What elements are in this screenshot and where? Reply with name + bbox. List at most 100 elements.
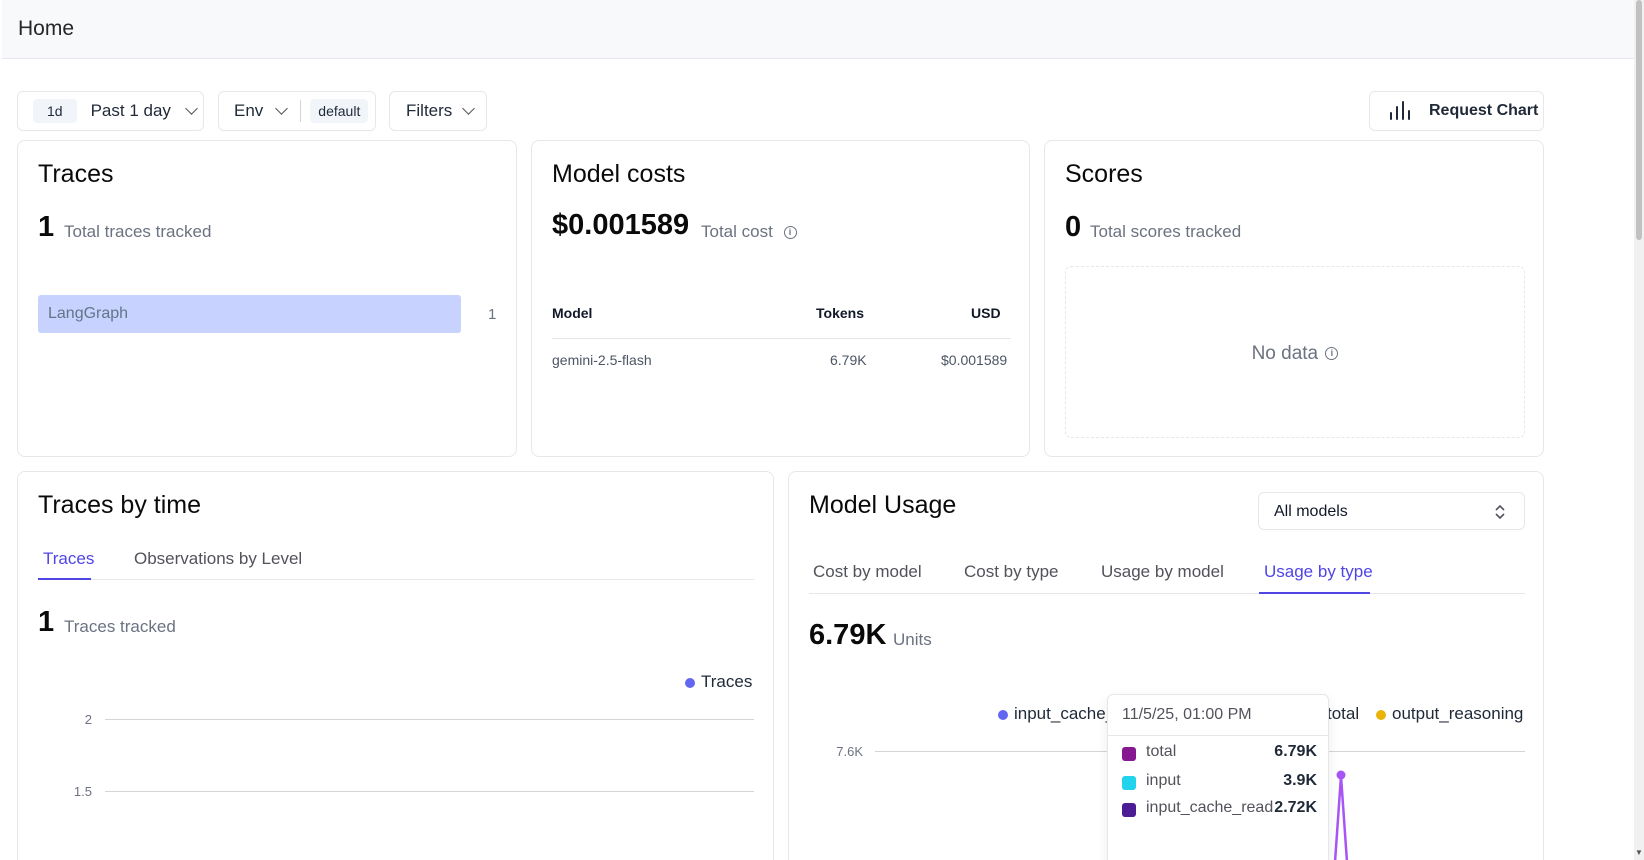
legend-item-total[interactable]: total bbox=[1327, 704, 1359, 724]
filters-button[interactable]: Filters bbox=[389, 91, 487, 131]
legend-label: Traces bbox=[701, 672, 753, 691]
scroll-down-arrow-icon[interactable]: ▼ bbox=[1635, 848, 1643, 857]
request-chart-button[interactable]: Request Chart bbox=[1369, 91, 1544, 131]
column-header-usd[interactable]: USD bbox=[971, 305, 1001, 321]
card-title: Traces bbox=[38, 160, 114, 188]
column-header-tokens[interactable]: Tokens bbox=[816, 305, 864, 321]
gridline bbox=[105, 719, 754, 720]
legend-label: total bbox=[1327, 704, 1360, 723]
chevron-up-down-icon bbox=[1495, 504, 1505, 520]
no-data-label: No data bbox=[1251, 343, 1319, 364]
tooltip-label: input_cache_read bbox=[1146, 799, 1274, 816]
tooltip-value: 6.79K bbox=[1274, 743, 1317, 760]
empty-state: No data i bbox=[1065, 266, 1525, 438]
legend-dot bbox=[685, 677, 695, 688]
cost-total: $0.001589 bbox=[552, 209, 690, 241]
traces-total-label: Total traces tracked bbox=[64, 222, 212, 241]
y-tick-label: 7.6K bbox=[836, 744, 863, 759]
tooltip-title: 11/5/25, 01:00 PM bbox=[1122, 706, 1252, 723]
active-tab-indicator bbox=[1259, 592, 1370, 594]
page-scrollbar[interactable]: ▼ bbox=[1634, 0, 1644, 860]
tooltip-swatch bbox=[1122, 747, 1136, 761]
traces-time-total-label: Traces tracked bbox=[64, 617, 176, 636]
y-tick-label: 1.5 bbox=[73, 784, 92, 799]
empty-state-text: No data i bbox=[1066, 343, 1524, 365]
series-point bbox=[1336, 770, 1346, 780]
scrollbar-thumb[interactable] bbox=[1636, 0, 1642, 240]
tooltip-row: input 3.9K bbox=[1122, 772, 1317, 796]
tab-cost-by-type[interactable]: Cost by type bbox=[964, 562, 1059, 581]
request-chart-label: Request Chart bbox=[1429, 102, 1539, 119]
tooltip-swatch bbox=[1122, 803, 1136, 817]
legend-label: output_reasoning bbox=[1392, 704, 1524, 723]
tooltip-value: 3.9K bbox=[1283, 772, 1317, 789]
cell-tokens: 6.79K bbox=[830, 352, 867, 368]
tooltip-swatch bbox=[1122, 776, 1136, 790]
tab-usage-by-model[interactable]: Usage by model bbox=[1101, 562, 1224, 581]
model-select[interactable]: All models bbox=[1258, 492, 1525, 530]
legend-dot bbox=[998, 709, 1008, 720]
filters-label: Filters bbox=[406, 101, 453, 120]
divider bbox=[300, 100, 302, 122]
tooltip-row: input_cache_read 2.72K bbox=[1122, 799, 1317, 823]
traces-card: Traces 1 Total traces tracked LangGraph … bbox=[17, 140, 517, 457]
tab-cost-by-model[interactable]: Cost by model bbox=[813, 562, 922, 581]
usage-total-label: Units bbox=[893, 630, 932, 649]
page-title: Home bbox=[18, 17, 75, 40]
info-icon[interactable]: i bbox=[783, 226, 797, 240]
tooltip-value: 2.72K bbox=[1274, 799, 1317, 816]
table-divider bbox=[552, 338, 1011, 339]
page-header: Home bbox=[2, 0, 1638, 59]
tabs-divider bbox=[38, 579, 754, 580]
traces-total: 1 bbox=[38, 211, 55, 243]
cell-usd: $0.001589 bbox=[941, 352, 1008, 368]
tooltip-divider bbox=[1108, 735, 1328, 736]
tabs-divider bbox=[809, 593, 1525, 594]
tab-traces[interactable]: Traces bbox=[43, 549, 95, 568]
legend-dot bbox=[1376, 709, 1386, 720]
cost-total-label: Total cost i bbox=[701, 222, 797, 242]
date-range-label: Past 1 day bbox=[90, 101, 171, 120]
tab-observations-by-level[interactable]: Observations by Level bbox=[134, 549, 303, 568]
env-value-chip: default bbox=[310, 99, 369, 123]
model-costs-card: Model costs $0.001589 Total cost i Model… bbox=[531, 140, 1030, 457]
chevron-down-icon bbox=[185, 102, 198, 115]
date-range-picker[interactable]: 1d Past 1 day bbox=[17, 91, 204, 131]
bar-chart-icon bbox=[1390, 101, 1410, 120]
env-label: Env bbox=[234, 101, 264, 120]
usage-total: 6.79K bbox=[809, 619, 887, 651]
card-title: Model costs bbox=[552, 160, 686, 188]
trace-bar-value: 1 bbox=[488, 306, 497, 323]
card-title: Scores bbox=[1065, 160, 1143, 188]
tooltip-row: total 6.79K bbox=[1122, 743, 1317, 767]
chart-tooltip: 11/5/25, 01:00 PM total 6.79K input 3.9K… bbox=[1107, 694, 1329, 860]
tab-usage-by-type[interactable]: Usage by type bbox=[1264, 562, 1373, 581]
cost-total-label-text: Total cost bbox=[701, 222, 773, 241]
active-tab-indicator bbox=[38, 578, 91, 580]
column-header-model[interactable]: Model bbox=[552, 305, 593, 321]
y-tick-label: 2 bbox=[84, 712, 92, 727]
legend-item-traces[interactable]: Traces bbox=[685, 672, 752, 692]
usage-series-total bbox=[1333, 770, 1349, 860]
traces-by-time-card: Traces by time Traces Observations by Le… bbox=[17, 471, 774, 860]
date-range-chip: 1d bbox=[33, 99, 77, 123]
scores-card: Scores 0 Total scores tracked No data i bbox=[1044, 140, 1544, 457]
legend-label: input_cache_r bbox=[1014, 704, 1121, 723]
info-icon[interactable]: i bbox=[1325, 347, 1339, 361]
trace-bar-label: LangGraph bbox=[48, 305, 129, 322]
chevron-down-icon bbox=[275, 102, 289, 115]
scores-total-label: Total scores tracked bbox=[1090, 222, 1242, 241]
series-line bbox=[1333, 775, 1349, 860]
trace-bar[interactable]: LangGraph bbox=[38, 295, 461, 333]
model-select-value: All models bbox=[1274, 503, 1348, 520]
scores-total: 0 bbox=[1065, 211, 1082, 243]
card-title: Model Usage bbox=[809, 491, 957, 519]
environment-filter[interactable]: Env default bbox=[218, 91, 376, 131]
chevron-down-icon bbox=[462, 102, 476, 115]
tooltip-label: input bbox=[1146, 772, 1181, 789]
cell-model: gemini-2.5-flash bbox=[552, 352, 652, 368]
gridline bbox=[105, 791, 754, 792]
traces-time-total: 1 bbox=[38, 606, 55, 638]
legend-item-output-reasoning[interactable]: output_reasoning bbox=[1376, 704, 1523, 724]
legend-item-input-cache-read[interactable]: input_cache_r bbox=[998, 704, 1121, 724]
